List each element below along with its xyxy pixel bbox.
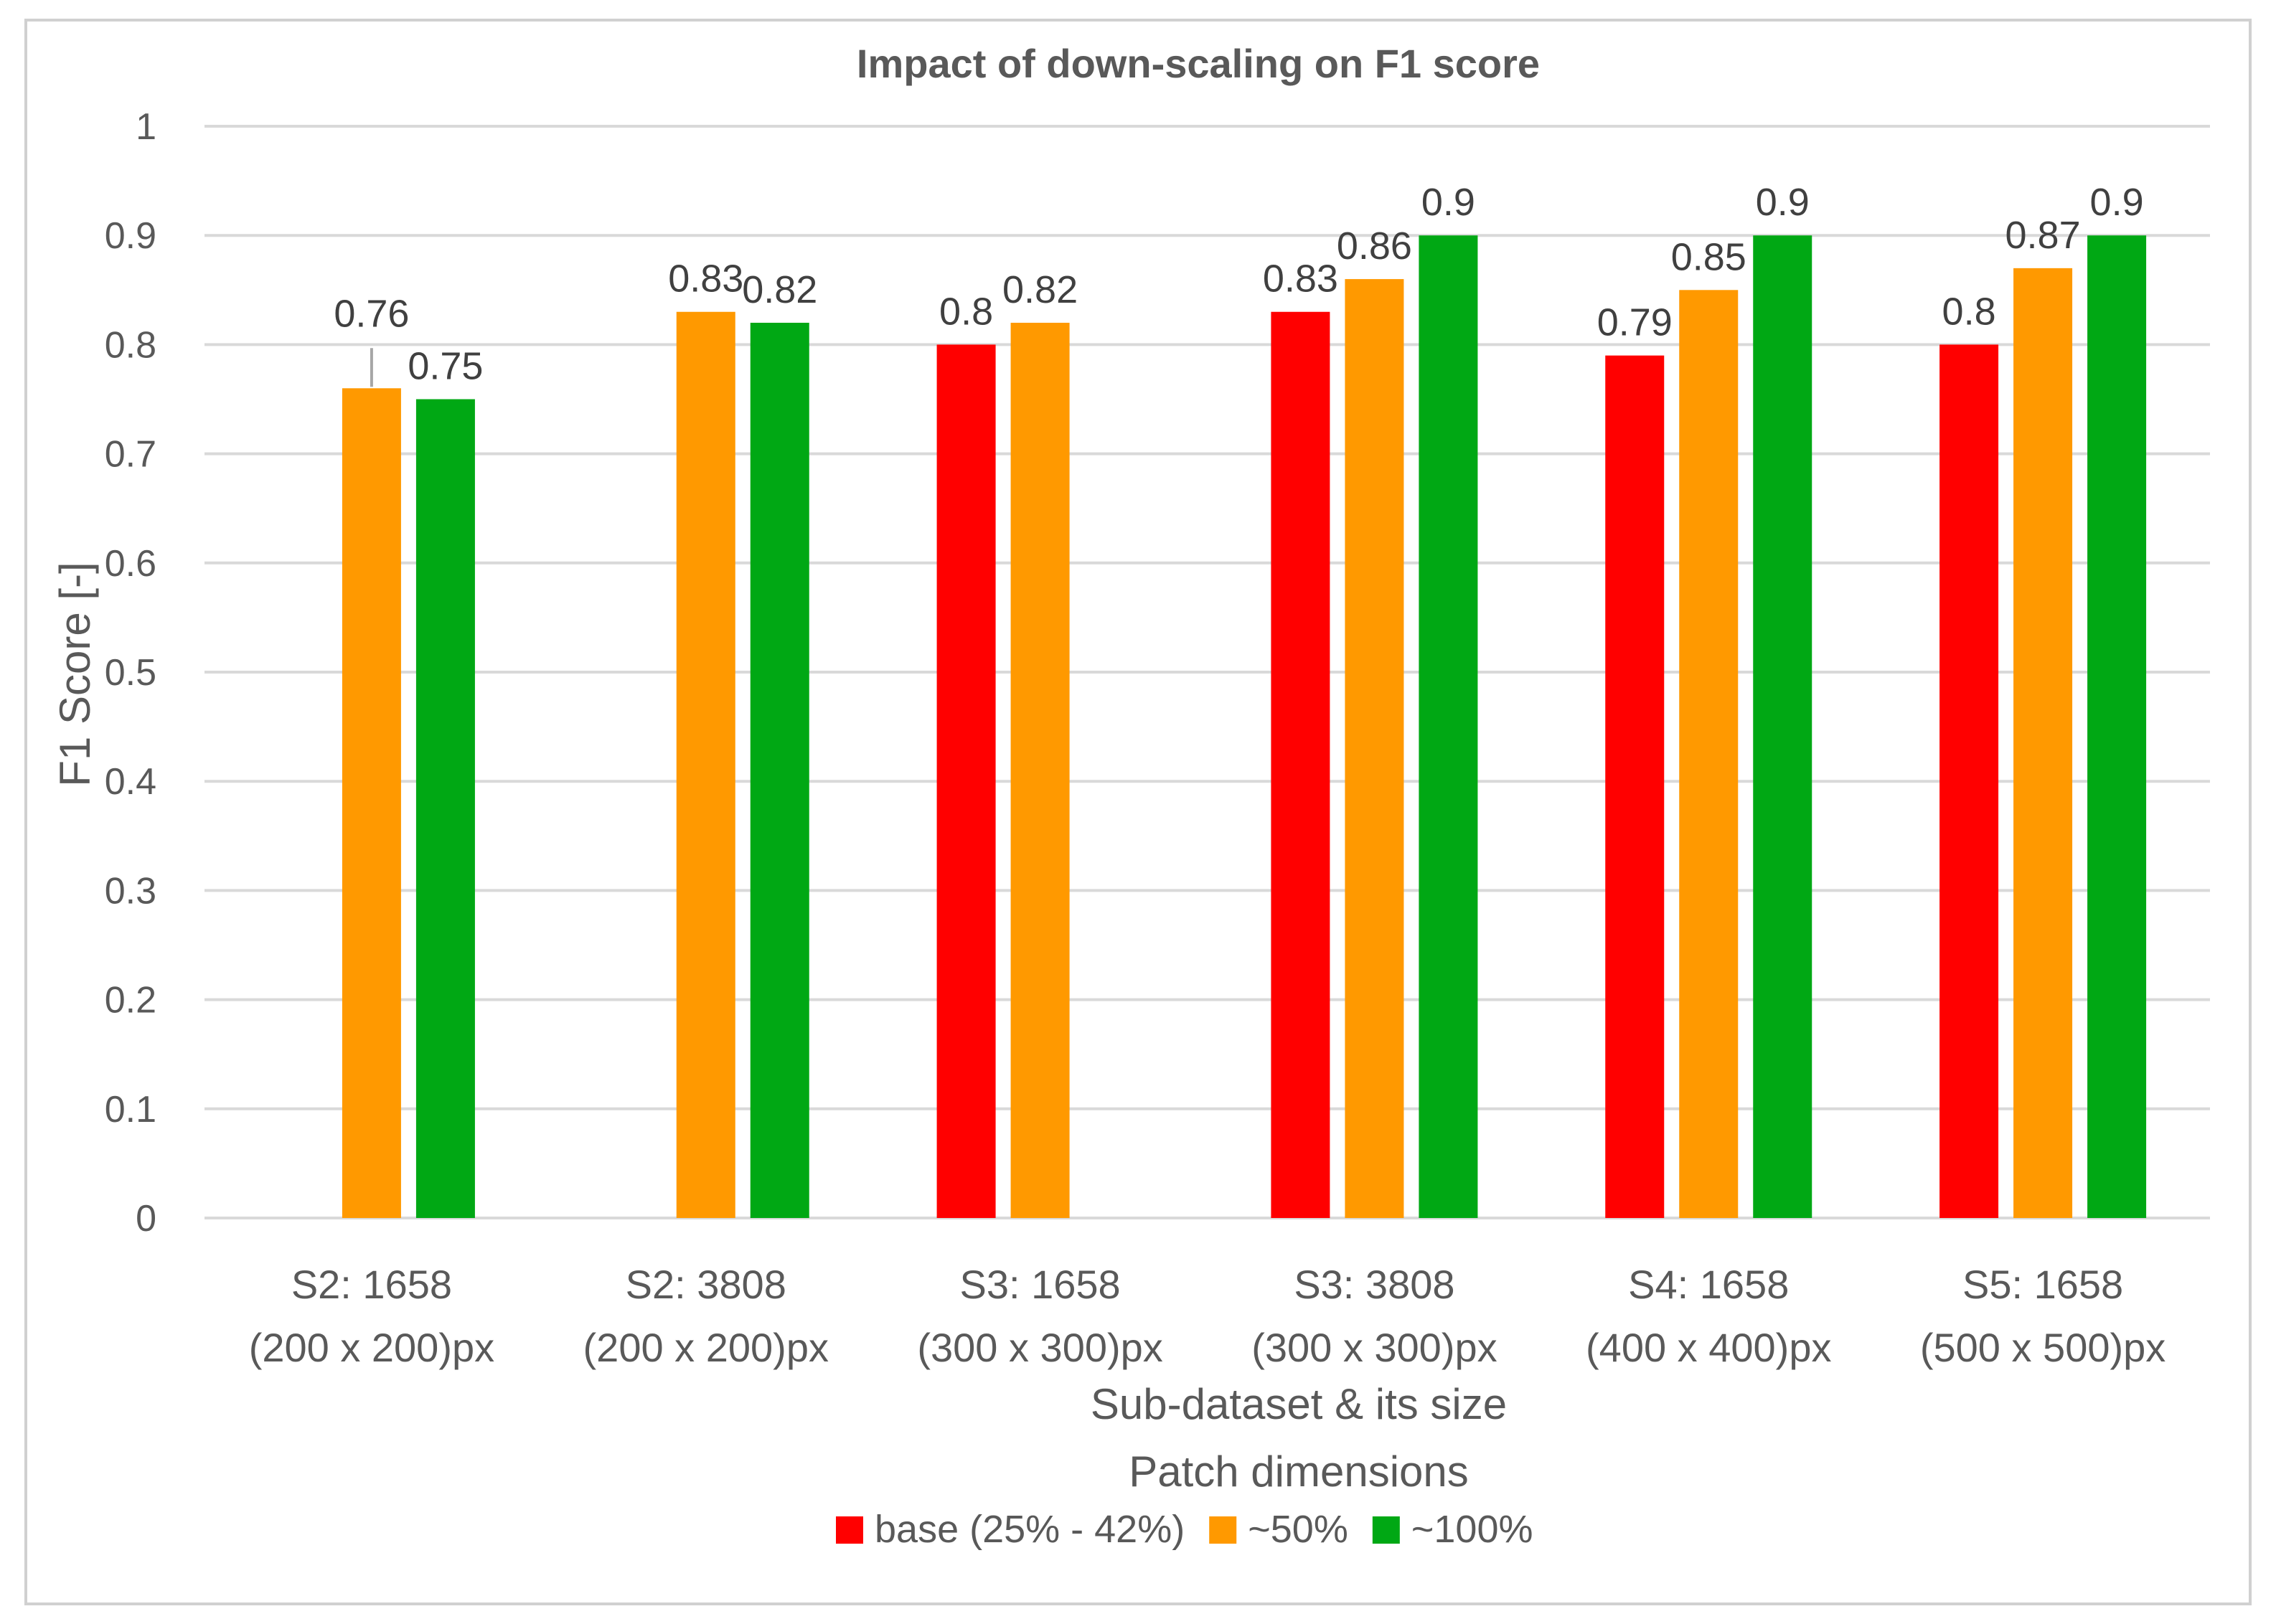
gridlines (204, 125, 2210, 1219)
data-label: 0.79 (1597, 301, 1673, 344)
data-label: 0.82 (742, 268, 817, 311)
legend-label: ~50% (1248, 1508, 1348, 1551)
y-tick-label: 0.8 (105, 324, 156, 366)
bar (1271, 311, 1330, 1218)
data-label: 0.82 (1002, 268, 1078, 311)
data-label: 0.87 (2005, 214, 2081, 257)
x-axis-label-line2: Patch dimensions (1129, 1448, 1469, 1496)
x-tick-label: S2: 1658 (291, 1262, 452, 1307)
y-axis-label: F1 Score [-] (51, 562, 99, 786)
x-tick-label: (300 x 300)px (917, 1325, 1162, 1370)
x-tick-label: (200 x 200)px (249, 1325, 494, 1370)
x-tick-label: S3: 1658 (959, 1262, 1120, 1307)
data-label: 0.83 (668, 258, 743, 301)
data-label: 0.9 (2090, 181, 2144, 224)
data-label: 0.83 (1263, 258, 1338, 301)
data-label: 0.8 (1942, 290, 1996, 333)
legend-label: ~100% (1411, 1508, 1533, 1551)
bar (342, 388, 401, 1218)
data-labels: 0.760.750.830.820.80.82 0.830.860.90.790.… (334, 181, 2143, 387)
y-tick-label: 0.2 (105, 980, 156, 1021)
data-label: 0.8 (939, 290, 993, 333)
x-tick-label: S5: 1658 (1962, 1262, 2123, 1307)
bar (1679, 290, 1739, 1218)
y-tick-labels: 0 0.1 0.2 0.3 0.4 0.5 0.6 0.7 0.8 0.9 1 (105, 106, 156, 1240)
legend-swatch (1209, 1516, 1237, 1544)
y-tick-label: 0.3 (105, 870, 156, 912)
x-tick-label: (300 x 300)px (1251, 1325, 1497, 1370)
legend-label: base (25% - 42%) (875, 1508, 1185, 1551)
y-tick-label: 0.4 (105, 761, 156, 803)
bar (1753, 235, 1812, 1219)
bars (342, 235, 2147, 1219)
y-tick-label: 0.9 (105, 215, 156, 257)
data-label: 0.75 (408, 345, 483, 388)
bar (1939, 344, 1999, 1218)
bar (1010, 322, 1070, 1219)
y-tick-label: 0.6 (105, 543, 156, 585)
bar (1345, 279, 1404, 1219)
y-tick-label: 0.5 (105, 652, 156, 694)
bar (1605, 355, 1665, 1218)
x-tick-label: (200 x 200)px (583, 1325, 829, 1370)
data-label: 0.76 (334, 292, 409, 335)
bar (415, 399, 475, 1218)
bar (2013, 268, 2073, 1218)
legend-swatch (836, 1516, 863, 1544)
x-tick-label: (400 x 400)px (1586, 1325, 1831, 1370)
x-tick-label: S4: 1658 (1628, 1262, 1789, 1307)
bar (2087, 235, 2147, 1219)
x-axis-label-line1: Sub-dataset & its size (1091, 1380, 1507, 1428)
data-label: 0.85 (1671, 235, 1746, 278)
y-tick-label: 0.7 (105, 434, 156, 476)
data-label: 0.86 (1337, 225, 1412, 268)
bar (1419, 235, 1478, 1219)
bar (750, 322, 809, 1219)
x-tick-label: (500 x 500)px (1920, 1325, 2166, 1370)
y-tick-label: 1 (136, 106, 156, 148)
data-label: 0.9 (1756, 181, 1810, 224)
data-label: 0.9 (1421, 181, 1475, 224)
legend: base (25% - 42%) ~50% ~100% (836, 1508, 1533, 1551)
bar (676, 311, 735, 1218)
x-tick-labels: S2: 1658 (200 x 200)px S2: 3808 (200 x 200)… (249, 1262, 2166, 1370)
legend-swatch (1372, 1516, 1400, 1544)
y-tick-label: 0.1 (105, 1089, 156, 1130)
bar (936, 344, 996, 1218)
x-tick-label: S3: 3808 (1294, 1262, 1454, 1307)
y-tick-label: 0 (136, 1198, 156, 1240)
x-tick-label: S2: 3808 (626, 1262, 786, 1307)
chart-title: Impact of down-scaling on F1 score (857, 41, 1540, 86)
